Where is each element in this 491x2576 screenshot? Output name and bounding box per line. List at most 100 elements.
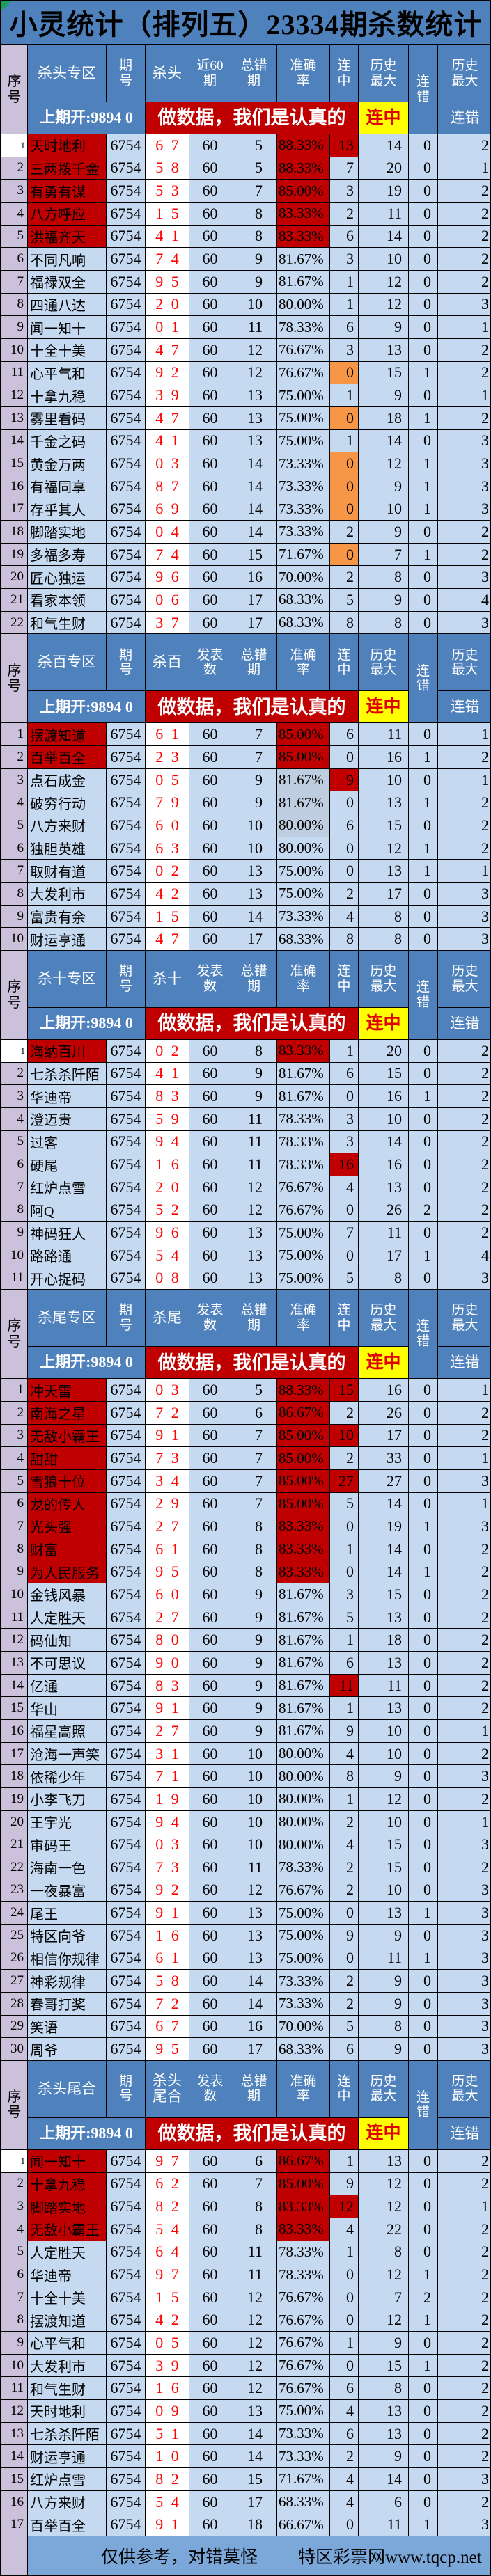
cell-max-miss: 1: [438, 384, 490, 407]
table-row: 10 十全十美 6754 4 7 60 12 76.67% 3 13 0 2: [1, 338, 490, 362]
col-header-index: 序 号: [1, 951, 28, 1040]
cell-name: 大发利市: [28, 2354, 107, 2378]
prev-draw-label: 上期开:9894 0: [28, 691, 146, 724]
cell-kill-numbers: 9 7: [146, 2263, 189, 2286]
cell-name: 海南一色: [28, 1856, 107, 1879]
cell-max-miss: 2: [438, 1856, 490, 1879]
cell-streak-hit: 0: [330, 746, 359, 769]
cell-streak-hit: 3: [330, 180, 359, 203]
cell-rate: 75.00%: [277, 1222, 330, 1244]
footer-site-link[interactable]: 特区彩票网www.tqcp.net: [298, 2548, 482, 2568]
cell-rate: 68.33%: [277, 2038, 330, 2061]
cell-max-hit: 7: [359, 543, 409, 567]
table-row: 5 雪狼十位 6754 3 4 60 7 85.00% 27 27 0 3: [1, 1469, 490, 1493]
cell-name: 千金之码: [28, 429, 107, 453]
cell-errors: 12: [231, 2309, 277, 2332]
cell-kill-numbers: 3 4: [146, 1469, 189, 1493]
cell-max-hit: 10: [359, 498, 409, 521]
cell-rate: 88.33%: [277, 134, 330, 157]
cell-period: 6754: [107, 837, 146, 860]
cell-index: 27: [1, 1970, 28, 1993]
cell-period: 6754: [107, 1153, 146, 1176]
cell-period: 6754: [107, 293, 146, 317]
cell-max-hit: 18: [359, 1629, 409, 1652]
cell-max-hit: 19: [359, 180, 409, 203]
cell-max-hit: 8: [359, 2015, 409, 2039]
table-row: 20 匠心独运 6754 9 6 60 16 70.00% 2 8 0 3: [1, 566, 490, 590]
cell-streak-hit: 6: [330, 316, 359, 339]
cell-streak-hit: 5: [330, 1492, 359, 1516]
cell-streak-miss: 1: [409, 475, 438, 498]
cell-rate: 83.33%: [277, 2218, 330, 2241]
cell-streak-miss: 0: [409, 1492, 438, 1516]
cell-max-miss: 3: [438, 498, 490, 521]
cell-period: 6754: [107, 860, 146, 883]
cell-max-miss: 2: [438, 2490, 490, 2514]
cell-period: 6754: [107, 2377, 146, 2401]
table-row: 6 不同凡响 6754 7 4 60 9 81.67% 3 10 0 2: [1, 248, 490, 271]
cell-count: 60: [189, 2263, 231, 2286]
table-row: 13 七杀杀阡陌 6754 5 1 60 14 73.33% 6 13 0 2: [1, 2422, 490, 2446]
cell-max-miss: 2: [438, 2241, 490, 2264]
col-header-period: 期 号: [107, 951, 146, 1008]
cell-streak-miss: 1: [409, 1244, 438, 1267]
cell-kill-numbers: 4 2: [146, 883, 189, 906]
cell-errors: 9: [231, 1583, 277, 1606]
col-header-period: 期 号: [107, 634, 146, 692]
cell-errors: 9: [231, 1674, 277, 1698]
cell-streak-miss: 0: [409, 1810, 438, 1834]
cell-rate: 80.00%: [277, 1765, 330, 1789]
table-row: 18 脚踏实地 6754 0 4 60 14 73.33% 2 9 0 2: [1, 521, 490, 544]
table-row: 4 破穷行动 6754 7 9 60 9 81.67% 0 13 1 2: [1, 791, 490, 815]
table-row: 16 有福同享 6754 8 7 60 14 73.33% 0 9 1 3: [1, 475, 490, 498]
cell-name: 存乎其人: [28, 498, 107, 521]
cell-name: 尾王: [28, 1902, 107, 1925]
cell-max-hit: 18: [359, 406, 409, 430]
cell-max-miss: 2: [438, 1674, 490, 1698]
table-row: 10 路路通 6754 5 4 60 13 75.00% 0 17 1 4: [1, 1244, 490, 1267]
cell-count: 60: [189, 1765, 231, 1789]
table-row: 20 王宇光 6754 9 4 60 10 80.00% 2 10 0 1: [1, 1810, 490, 1834]
cell-index: 11: [1, 2377, 28, 2401]
cell-rate: 83.33%: [277, 202, 330, 226]
cell-index: 22: [1, 1856, 28, 1879]
cell-index: 5: [1, 225, 28, 248]
col-header-streak-hit: 连 中: [330, 45, 359, 102]
cell-rate: 78.33%: [277, 2263, 330, 2286]
table-row: 29 笑语 6754 6 7 60 16 70.00% 5 8 0 3: [1, 2015, 490, 2039]
cell-errors: 7: [231, 1424, 277, 1448]
cell-kill-numbers: 2 7: [146, 1515, 189, 1538]
cell-rate: 80.00%: [277, 293, 330, 317]
cell-max-hit: 33: [359, 1447, 409, 1470]
cell-errors: 12: [231, 1199, 277, 1222]
cell-kill-numbers: 0 3: [146, 1833, 189, 1856]
cell-streak-miss: 0: [409, 1107, 438, 1131]
table-row: 27 神彩规律 6754 5 8 60 14 73.33% 2 9 0 3: [1, 1970, 490, 1993]
cell-streak-hit: 5: [330, 1267, 359, 1290]
cell-errors: 12: [231, 2332, 277, 2355]
header-right: 历史 最大 连错: [438, 1290, 490, 1380]
cell-period: 6754: [107, 498, 146, 521]
cell-name: 心平气和: [28, 2332, 107, 2355]
cell-rate: 73.33%: [277, 1992, 330, 2016]
cell-rate: 81.67%: [277, 768, 330, 792]
cell-index: 2: [1, 1062, 28, 1086]
cell-max-hit: 14: [359, 1492, 409, 1516]
cell-kill-numbers: 9 2: [146, 361, 189, 385]
cell-errors: 14: [231, 2422, 277, 2446]
cell-max-hit: 16: [359, 746, 409, 769]
cell-index: 25: [1, 1924, 28, 1947]
cell-kill-numbers: 8 2: [146, 2195, 189, 2218]
cell-max-miss: 3: [438, 452, 490, 475]
cell-count: 60: [189, 814, 231, 837]
cell-rate: 76.67%: [277, 2286, 330, 2309]
cell-streak-miss: 0: [409, 293, 438, 317]
col-header-max-miss: 历史 最大: [438, 2060, 490, 2118]
table-row: 14 财运亨通 6754 1 0 60 14 73.33% 2 9 0 2: [1, 2445, 490, 2469]
table-row: 25 特区向爷 6754 1 6 60 13 75.00% 9 9 0 3: [1, 1924, 490, 1947]
header-right: 历史 最大 连错: [438, 951, 490, 1040]
cell-count: 60: [189, 1629, 231, 1652]
cell-max-miss: 3: [438, 429, 490, 453]
cell-errors: 12: [231, 2286, 277, 2309]
